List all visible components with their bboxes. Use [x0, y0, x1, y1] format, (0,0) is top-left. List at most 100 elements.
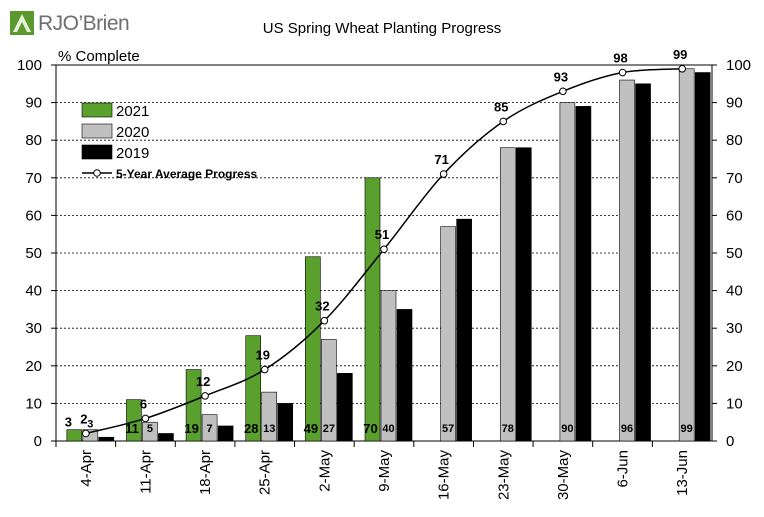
bar-2020	[499, 147, 516, 442]
bar-2019	[337, 373, 353, 442]
y-tick-label-right: 50	[726, 245, 743, 262]
data-label-2020: 57	[442, 423, 454, 435]
y-tick-label-right: 20	[726, 358, 743, 375]
line-data-label: 93	[554, 69, 568, 84]
line-data-label: 32	[315, 299, 329, 314]
data-label-2021: 11	[125, 421, 139, 436]
bar-2020	[619, 79, 635, 442]
bar-2019	[456, 218, 472, 442]
legend-label-2021: 2021	[116, 103, 149, 120]
line-point	[320, 316, 329, 325]
brand-logo-text: RJO’Brien	[38, 12, 130, 35]
bar-2019	[694, 72, 711, 442]
line-data-label: 51	[375, 227, 389, 242]
bar-2019	[98, 436, 115, 442]
y-tick-label-left: 90	[25, 95, 42, 112]
data-label-2021: 3	[65, 415, 72, 430]
y-tick-label-left: 0	[34, 433, 42, 450]
data-label-2020: 13	[263, 423, 275, 435]
line-point	[678, 64, 686, 73]
line-point	[260, 365, 269, 374]
data-label-2020: 40	[382, 423, 394, 435]
bar-2019	[515, 147, 532, 442]
line-data-label: 19	[255, 348, 269, 363]
bar-2021	[185, 369, 202, 442]
data-label-2020: 90	[561, 423, 573, 435]
data-label-2020: 78	[502, 423, 514, 435]
line-point	[559, 87, 567, 96]
line-point	[141, 414, 150, 423]
line-data-label: 71	[434, 152, 448, 167]
data-label-2021: 49	[304, 421, 318, 436]
data-label-2020: 5	[147, 423, 153, 435]
bar-2020	[321, 339, 337, 442]
data-label-2020: 27	[323, 423, 335, 435]
line-point	[499, 117, 508, 126]
bar-2019	[575, 106, 592, 442]
data-label-2021: 28	[244, 421, 258, 436]
y-tick-label-right: 90	[726, 95, 743, 112]
y-tick-label-right: 100	[726, 57, 751, 74]
x-tick-label: 2-May	[316, 450, 333, 492]
y-tick-label-left: 70	[25, 170, 42, 187]
y-tick-label-left: 10	[25, 395, 42, 412]
data-label-2020: 96	[621, 423, 633, 435]
legend-label-average: 5-Year Average Progress	[116, 167, 258, 181]
y-tick-label-left: 20	[25, 358, 42, 375]
data-label-2020: 99	[681, 423, 693, 435]
bar-2021	[364, 177, 381, 442]
legend-swatch-2021	[81, 102, 113, 118]
bar-2019	[635, 83, 651, 442]
bar-2020	[559, 102, 576, 442]
line-data-label: 12	[196, 374, 210, 389]
bar-2021	[305, 256, 321, 442]
bar-2021	[66, 429, 83, 442]
x-tick-label: 23-May	[495, 450, 512, 501]
x-tick-label: 25-Apr	[257, 450, 274, 495]
bar-2020	[380, 290, 397, 442]
x-tick-label: 6-Jun	[615, 450, 632, 488]
line-point	[439, 170, 448, 178]
x-tick-label: 16-May	[436, 450, 453, 501]
x-tick-label: 9-May	[376, 450, 393, 492]
data-label-2021: 19	[184, 421, 198, 436]
line-point	[82, 429, 90, 438]
y-tick-label-right: 30	[726, 320, 743, 337]
data-label-2020: 3	[87, 419, 93, 431]
bar-2020	[440, 226, 456, 442]
x-tick-label: 30-May	[555, 450, 572, 501]
bar-2019	[217, 425, 234, 442]
y-tick-label-left: 40	[25, 283, 42, 300]
legend-label-2019: 2019	[116, 145, 149, 162]
y-tick-label-left: 100	[17, 57, 42, 74]
bar-2020	[201, 414, 218, 442]
y-tick-label-right: 80	[726, 132, 743, 149]
y-tick-label-right: 70	[726, 170, 743, 187]
line-data-label: 98	[613, 51, 627, 66]
line-data-label: 2	[80, 411, 87, 426]
x-tick-label: 11-Apr	[137, 450, 154, 494]
brand-logo: RJO’Brien	[10, 8, 130, 40]
bar-2020	[678, 68, 695, 442]
bar-2019	[158, 433, 174, 442]
bar-2019	[277, 403, 294, 442]
line-data-label: 85	[494, 99, 508, 114]
line-data-label: 99	[673, 47, 687, 62]
bar-2020	[261, 391, 278, 442]
chart-title: US Spring Wheat Planting Progress	[262, 20, 502, 37]
x-tick-label: 4-Apr	[78, 450, 95, 487]
data-label-2021: 70	[363, 421, 377, 436]
bar-2019	[396, 309, 413, 442]
line-point	[618, 68, 627, 77]
y-tick-label-left: 60	[25, 207, 42, 224]
data-label-2020: 7	[207, 423, 213, 435]
legend-label-2020: 2020	[116, 124, 149, 141]
y-tick-label-right: 10	[726, 395, 743, 412]
line-point	[380, 245, 388, 254]
y-tick-label-left: 30	[25, 320, 42, 337]
bar-2021	[245, 335, 262, 442]
y-tick-label-right: 60	[726, 207, 743, 224]
y-tick-label-right: 40	[726, 283, 743, 300]
line-data-label: 6	[140, 396, 147, 411]
